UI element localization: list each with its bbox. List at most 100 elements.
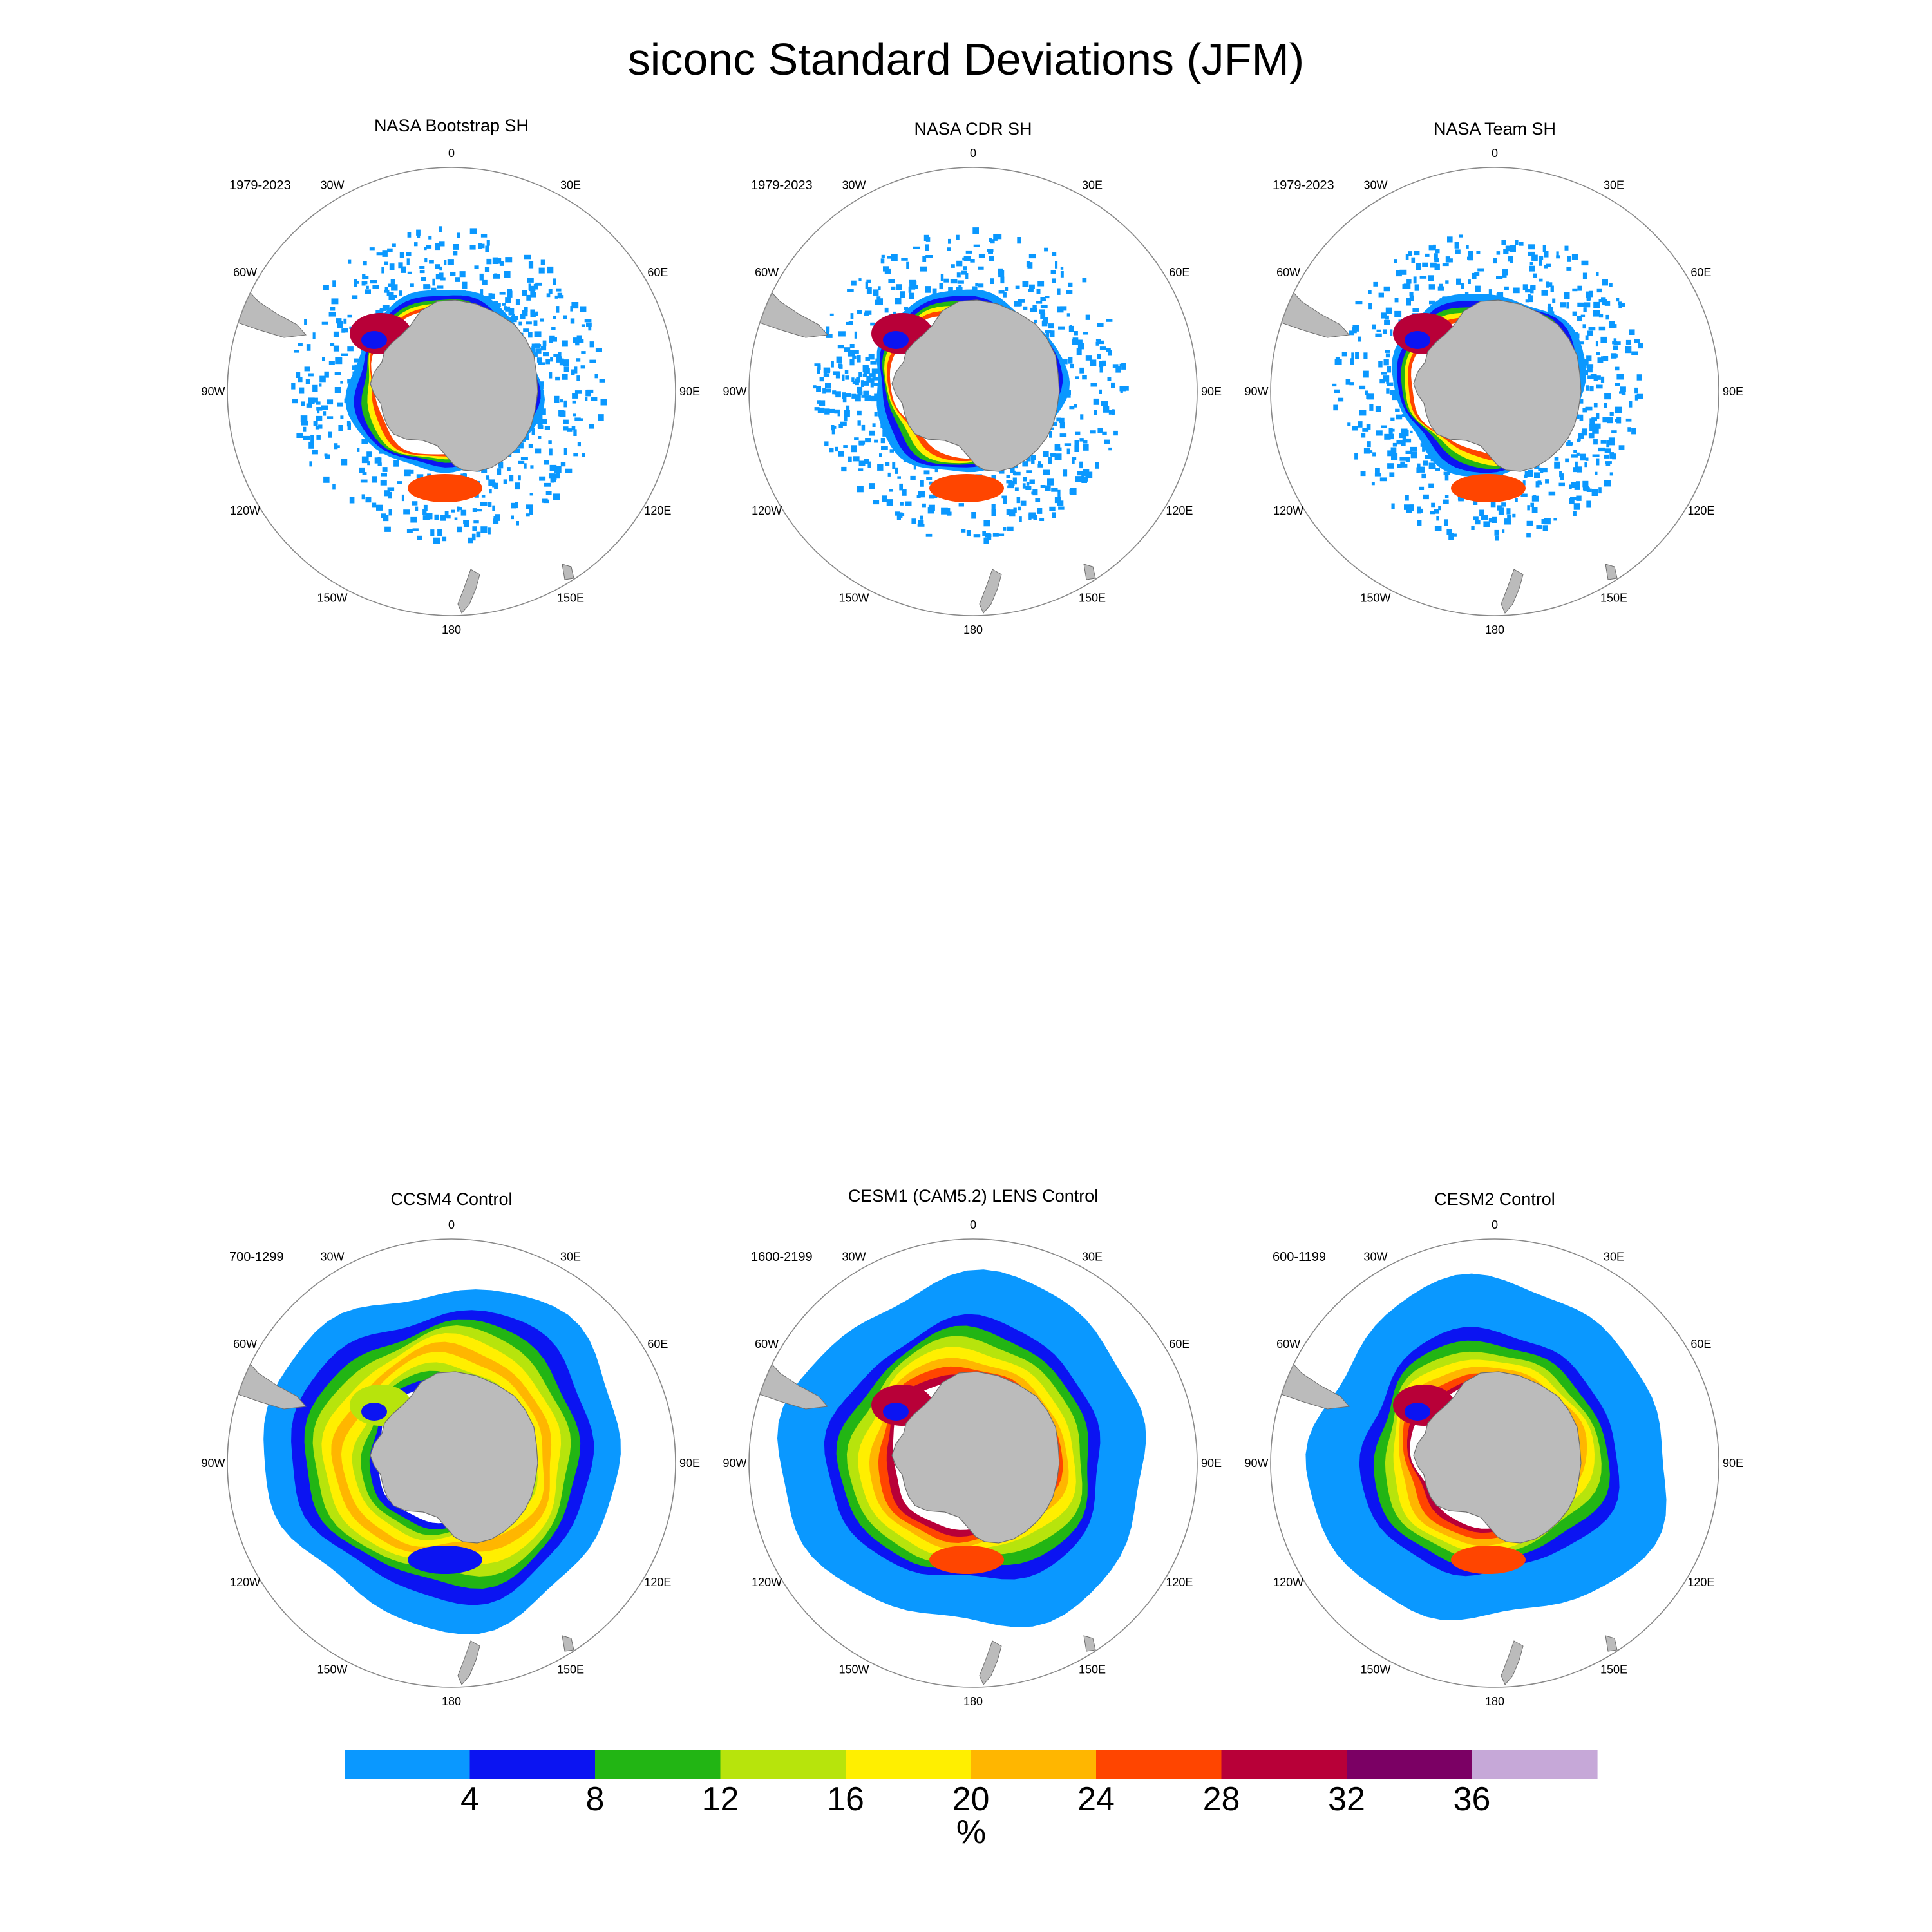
south-america-landmass <box>232 1359 307 1410</box>
longitude-label: 150E <box>1600 1663 1627 1676</box>
longitude-label: 60W <box>1276 266 1300 279</box>
colorbar-tick-label: 28 <box>1203 1781 1240 1818</box>
map-boundary <box>1270 167 1719 616</box>
longitude-label: 120W <box>230 1576 260 1589</box>
colorbar-tick-label: 16 <box>827 1781 864 1818</box>
longitude-label: 120E <box>1687 1576 1714 1589</box>
longitude-label: 30W <box>320 179 344 192</box>
land <box>232 288 574 614</box>
map-boundary <box>227 167 676 616</box>
longitude-label: 30W <box>1363 1251 1387 1264</box>
panel-year-range: 600-1199 <box>1273 1250 1326 1264</box>
longitude-label: 180 <box>963 623 983 636</box>
longitude-label: 120W <box>230 504 260 517</box>
ross-sea-anomaly <box>929 474 1004 502</box>
longitude-label: 30E <box>560 1251 581 1264</box>
longitude-label: 150E <box>1079 1663 1106 1676</box>
longitude-label: 60E <box>1690 1338 1711 1350</box>
longitude-label: 60W <box>1276 1338 1300 1350</box>
longitude-label: 60E <box>1690 266 1711 279</box>
panel-title: CESM2 Control <box>1434 1189 1555 1209</box>
longitude-label: 180 <box>442 1695 461 1708</box>
longitude-label: 90W <box>201 1457 225 1470</box>
longitude-label: 150E <box>1600 591 1627 604</box>
map-panel: 0 30E 60E 90E 120E 150E 180 150W 120W 90W 60W 30W CC… <box>201 1189 700 1708</box>
longitude-label: 150E <box>557 1663 584 1676</box>
new-zealand-landmass <box>457 1640 480 1685</box>
longitude-label: 120W <box>1273 1576 1303 1589</box>
longitude-label: 60W <box>233 1338 257 1350</box>
longitude-label: 120W <box>1273 504 1303 517</box>
south-america-landmass <box>1275 288 1350 338</box>
longitude-label: 90E <box>679 385 700 398</box>
longitude-label: 90E <box>1201 1457 1222 1470</box>
tasmania-landmass <box>562 1635 574 1652</box>
longitude-label: 0 <box>970 147 976 160</box>
longitude-label: 150W <box>1360 591 1390 604</box>
land <box>753 288 1096 614</box>
new-zealand-landmass <box>1501 1640 1524 1685</box>
longitude-label: 180 <box>442 623 461 636</box>
longitude-label: 90W <box>1244 1457 1268 1470</box>
map-boundary <box>1270 1238 1719 1688</box>
tasmania-landmass <box>1605 1635 1618 1652</box>
new-zealand-landmass <box>979 569 1002 614</box>
south-america-landmass <box>753 1359 829 1410</box>
longitude-label: 180 <box>963 1695 983 1708</box>
longitude-label: 150W <box>317 1663 347 1676</box>
longitude-label: 150E <box>557 591 584 604</box>
south-america-landmass <box>753 288 829 338</box>
longitude-label: 30E <box>1082 1251 1103 1264</box>
land <box>1275 288 1618 614</box>
longitude-label: 30W <box>320 1251 344 1264</box>
colorbar-swatch <box>1096 1750 1222 1779</box>
tasmania-landmass <box>562 564 574 580</box>
longitude-label: 60E <box>1169 1338 1189 1350</box>
south-america-landmass <box>232 288 307 338</box>
colorbar-swatch <box>469 1750 596 1779</box>
longitude-label: 30E <box>1604 179 1624 192</box>
map-boundary <box>748 167 1198 616</box>
longitude-label: 150W <box>317 591 347 604</box>
longitude-label: 30W <box>842 179 866 192</box>
map-boundary <box>227 1238 676 1688</box>
panel-title: CCSM4 Control <box>390 1189 512 1209</box>
colorbar-units: % <box>956 1814 986 1851</box>
longitude-label: 180 <box>1485 1695 1504 1708</box>
longitude-label: 60E <box>1169 266 1189 279</box>
map-panel: 0 30E 60E 90E 120E 150E 180 150W 120W 90W 60W 30W NA… <box>201 116 700 636</box>
colorbar-swatch <box>720 1750 846 1779</box>
panel-year-range: 1979-2023 <box>229 178 291 193</box>
longitude-label: 0 <box>970 1218 976 1231</box>
colorbar-tick-label: 12 <box>702 1781 739 1818</box>
colorbar-swatch <box>595 1750 721 1779</box>
colorbar-swatch <box>846 1750 972 1779</box>
longitude-label: 60E <box>647 1338 668 1350</box>
longitude-label: 150W <box>838 591 869 604</box>
land <box>232 1359 574 1685</box>
map-boundary <box>748 1238 1198 1688</box>
longitude-label: 120E <box>644 504 671 517</box>
longitude-label: 90E <box>1723 1457 1743 1470</box>
figure-title: siconc Standard Deviations (JFM) <box>627 34 1305 84</box>
tasmania-landmass <box>1083 564 1096 580</box>
longitude-label: 90W <box>201 385 225 398</box>
longitude-label: 150W <box>838 1663 869 1676</box>
colorbar-tick-label: 32 <box>1328 1781 1365 1818</box>
longitude-label: 90E <box>1723 385 1743 398</box>
longitude-label: 120E <box>644 1576 671 1589</box>
new-zealand-landmass <box>1501 569 1524 614</box>
longitude-label: 60E <box>647 266 668 279</box>
panel-title: NASA Bootstrap SH <box>374 116 529 135</box>
ross-sea-anomaly <box>1451 1546 1526 1574</box>
colorbar-swatch <box>1472 1750 1598 1779</box>
colorbar-tick-label: 20 <box>952 1781 990 1818</box>
longitude-label: 150E <box>1079 591 1106 604</box>
longitude-label: 0 <box>1492 147 1498 160</box>
longitude-label: 30E <box>1082 179 1103 192</box>
map-panel: 0 30E 60E 90E 120E 150E 180 150W 120W 90W 60W 30W NA… <box>723 119 1222 636</box>
colorbar-swatch <box>971 1750 1097 1779</box>
colorbar-tick-label: 4 <box>460 1781 479 1818</box>
longitude-label: 180 <box>1485 623 1504 636</box>
